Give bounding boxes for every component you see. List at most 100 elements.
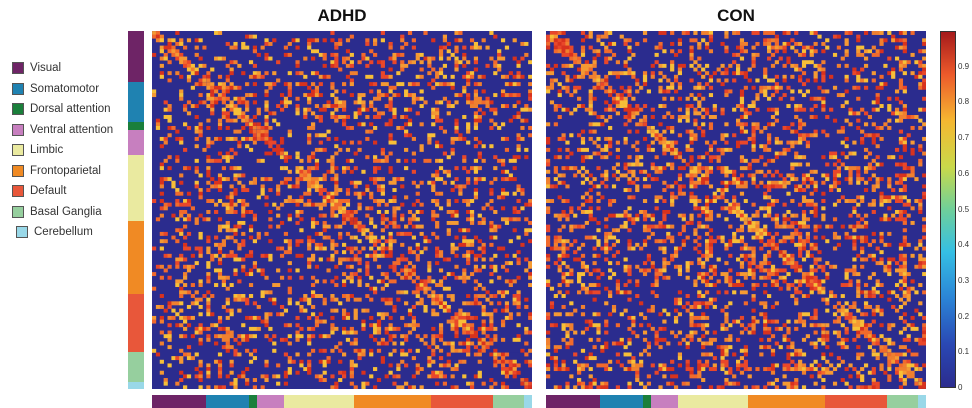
matrix-cell: [752, 298, 756, 302]
matrix-cell: [191, 301, 195, 305]
matrix-cell: [237, 64, 241, 68]
matrix-cell: [218, 97, 222, 101]
matrix-cell: [334, 184, 338, 188]
matrix-cell: [218, 181, 222, 185]
matrix-cell: [447, 305, 451, 309]
matrix-cell: [257, 327, 261, 331]
matrix-cell: [462, 155, 466, 159]
matrix-cell: [771, 122, 775, 126]
matrix-cell: [752, 177, 756, 181]
matrix-cell: [876, 155, 880, 159]
matrix-cell: [798, 203, 802, 207]
matrix-cell: [264, 254, 268, 258]
matrix-cell: [470, 250, 474, 254]
matrix-cell: [447, 57, 451, 61]
matrix-cell: [627, 163, 631, 167]
matrix-cell: [416, 323, 420, 327]
matrix-cell: [837, 46, 841, 50]
matrix-cell: [346, 294, 350, 298]
matrix-cell: [354, 111, 358, 115]
matrix-cell: [899, 279, 903, 283]
matrix-cell: [845, 276, 849, 280]
matrix-cell: [222, 82, 226, 86]
matrix-cell: [651, 163, 655, 167]
matrix-cell: [608, 152, 612, 156]
matrix-cell: [435, 192, 439, 196]
matrix-cell: [443, 152, 447, 156]
matrix-cell: [253, 265, 257, 269]
matrix-cell: [206, 312, 210, 316]
matrix-cell: [752, 254, 756, 258]
matrix-cell: [524, 352, 528, 356]
matrix-cell: [183, 265, 187, 269]
matrix-cell: [922, 247, 926, 251]
matrix-cell: [195, 290, 199, 294]
matrix-cell: [516, 188, 520, 192]
matrix-cell: [868, 203, 872, 207]
matrix-cell: [226, 221, 230, 225]
matrix-cell: [307, 367, 311, 371]
matrix-cell: [779, 287, 783, 291]
matrix-cell: [899, 130, 903, 134]
matrix-cell: [280, 166, 284, 170]
title-adhd: ADHD: [152, 6, 532, 26]
matrix-cell: [497, 64, 501, 68]
matrix-cell: [478, 294, 482, 298]
matrix-cell: [655, 225, 659, 229]
matrix-cell: [311, 122, 315, 126]
matrix-cell: [806, 236, 810, 240]
matrix-cell: [616, 141, 620, 145]
matrix-cell: [624, 38, 628, 42]
matrix-cell: [338, 301, 342, 305]
matrix-cell: [389, 199, 393, 203]
matrix-cell: [152, 247, 156, 251]
matrix-cell: [373, 323, 377, 327]
matrix-cell: [546, 283, 550, 287]
matrix-cell: [689, 57, 693, 61]
matrix-cell: [416, 75, 420, 79]
matrix-cell: [214, 181, 218, 185]
matrix-cell: [233, 210, 237, 214]
matrix-cell: [802, 247, 806, 251]
matrix-cell: [798, 221, 802, 225]
matrix-cell: [833, 173, 837, 177]
matrix-cell: [485, 203, 489, 207]
matrix-cell: [416, 199, 420, 203]
matrix-cell: [489, 225, 493, 229]
matrix-cell: [651, 225, 655, 229]
matrix-cell: [724, 46, 728, 50]
matrix-cell: [431, 294, 435, 298]
matrix-cell: [883, 268, 887, 272]
matrix-cell: [899, 78, 903, 82]
matrix-cell: [589, 210, 593, 214]
matrix-cell: [307, 86, 311, 90]
matrix-cell: [697, 221, 701, 225]
matrix-cell: [373, 97, 377, 101]
matrix-cell: [392, 265, 396, 269]
matrix-cell: [639, 108, 643, 112]
matrix-cell: [330, 203, 334, 207]
matrix-cell: [466, 312, 470, 316]
matrix-cell: [497, 247, 501, 251]
matrix-cell: [443, 38, 447, 42]
matrix-cell: [585, 177, 589, 181]
matrix-cell: [604, 287, 608, 291]
matrix-cell: [241, 188, 245, 192]
matrix-cell: [505, 305, 509, 309]
matrix-cell: [655, 294, 659, 298]
matrix-cell: [771, 243, 775, 247]
matrix-cell: [848, 268, 852, 272]
matrix-cell: [713, 104, 717, 108]
matrix-cell: [392, 111, 396, 115]
matrix-cell: [709, 86, 713, 90]
matrix-cell: [569, 111, 573, 115]
matrix-cell: [206, 181, 210, 185]
matrix-cell: [268, 188, 272, 192]
matrix-cell: [581, 195, 585, 199]
matrix-cell: [713, 155, 717, 159]
matrix-cell: [624, 221, 628, 225]
matrix-cell: [524, 228, 528, 232]
matrix-cell: [342, 119, 346, 123]
matrix-cell: [307, 93, 311, 97]
matrix-cell: [175, 49, 179, 53]
